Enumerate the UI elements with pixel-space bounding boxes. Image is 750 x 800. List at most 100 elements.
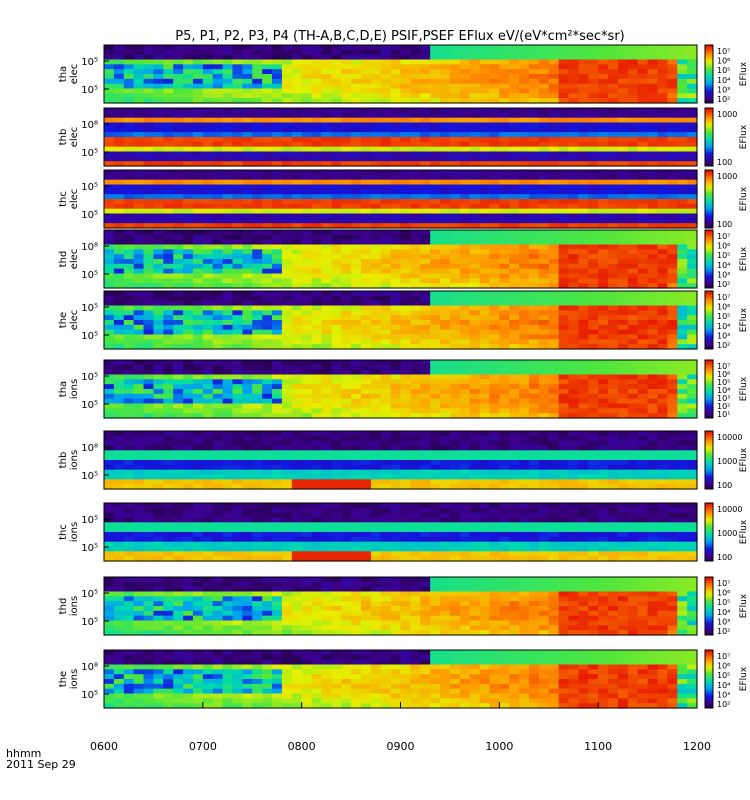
colorbar-segment <box>705 121 713 124</box>
heatmap-cell <box>420 305 431 311</box>
heatmap-cell <box>311 413 323 419</box>
heatmap-cell <box>608 455 619 461</box>
heatmap-cell <box>687 127 698 133</box>
heatmap-cell <box>568 278 579 284</box>
heatmap-cell <box>370 334 382 340</box>
colorbar-segment <box>705 410 713 413</box>
heatmap-cell <box>351 268 362 275</box>
heatmap-cell <box>153 69 164 75</box>
heatmap-cell <box>311 435 323 442</box>
heatmap-cell <box>301 213 313 219</box>
heatmap-cell <box>588 329 599 336</box>
heatmap-cell <box>647 389 659 395</box>
heatmap-cell <box>360 413 372 419</box>
heatmap-cell <box>617 283 629 289</box>
heatmap-cell <box>222 379 234 385</box>
heatmap-cell <box>390 334 402 340</box>
heatmap-cell <box>617 249 629 255</box>
heatmap-cell <box>657 435 668 442</box>
heatmap-cell <box>459 278 471 284</box>
heatmap-cell <box>420 460 431 466</box>
heatmap-cell <box>440 398 451 405</box>
colorbar-segment <box>705 140 713 144</box>
heatmap-cell <box>301 278 313 284</box>
heatmap-cell <box>588 384 599 390</box>
heatmap-cell <box>420 403 431 409</box>
heatmap-cell <box>538 389 550 395</box>
heatmap-cell <box>608 315 619 321</box>
heatmap-cell <box>370 78 382 85</box>
heatmap-cell <box>321 291 332 297</box>
heatmap-cell <box>558 83 570 90</box>
heatmap-cell <box>548 223 560 229</box>
heatmap-cell <box>311 259 323 265</box>
heatmap-cell <box>360 83 372 90</box>
heatmap-cell <box>163 69 174 75</box>
heatmap-cell <box>143 108 155 114</box>
heatmap-cell <box>301 199 313 205</box>
heatmap-cell <box>459 329 471 336</box>
heatmap-cell <box>627 374 639 380</box>
heatmap-cell <box>104 218 115 224</box>
heatmap-cell <box>687 393 698 400</box>
heatmap-cell <box>617 161 629 167</box>
heatmap-cell <box>449 78 461 85</box>
heatmap-cell <box>133 374 145 380</box>
heatmap-cell <box>558 445 570 451</box>
heatmap-cell <box>558 98 570 104</box>
heatmap-cell <box>252 239 263 246</box>
heatmap-cell <box>153 283 164 289</box>
heatmap-cell <box>311 151 323 157</box>
heatmap-cell <box>637 431 649 437</box>
heatmap-cell <box>578 141 589 148</box>
colorbar-segment <box>705 200 713 204</box>
heatmap-cell <box>647 374 659 380</box>
heatmap-cell <box>410 374 421 380</box>
heatmap-cell <box>133 45 145 51</box>
panel-species-label: elec <box>69 189 80 210</box>
heatmap-cell <box>360 408 372 414</box>
heatmap-cell <box>272 49 283 56</box>
heatmap-cell <box>252 151 263 157</box>
heatmap-cell <box>380 93 392 99</box>
heatmap-cell <box>677 93 688 99</box>
heatmap-cell <box>528 379 540 385</box>
heatmap-cell <box>687 295 698 302</box>
heatmap-cell <box>410 64 421 70</box>
heatmap-cell <box>687 239 698 246</box>
heatmap-cell <box>341 230 352 236</box>
heatmap-cell <box>242 450 253 456</box>
heatmap-cell <box>242 54 253 61</box>
heatmap-cell <box>617 122 629 128</box>
heatmap-cell <box>558 127 570 133</box>
heatmap-cell <box>123 83 135 90</box>
heatmap-cell <box>390 435 402 442</box>
heatmap-cell <box>133 69 145 75</box>
colorbar-segment <box>705 259 713 262</box>
heatmap-cell <box>143 49 155 56</box>
heatmap-cell <box>410 310 421 316</box>
heatmap-cell <box>548 431 560 437</box>
heatmap-cell <box>192 278 204 284</box>
heatmap-cell <box>608 389 619 395</box>
heatmap-cell <box>143 263 155 270</box>
heatmap-cell <box>519 83 530 90</box>
heatmap-cell <box>113 344 125 350</box>
heatmap-cell <box>489 431 500 437</box>
heatmap-cell <box>469 334 481 340</box>
heatmap-cell <box>212 320 224 326</box>
heatmap-cell <box>262 379 273 385</box>
heatmap-cell <box>667 74 678 80</box>
heatmap-cell <box>222 230 234 236</box>
heatmap-cell <box>163 320 174 326</box>
heatmap-cell <box>657 295 668 302</box>
heatmap-cell <box>479 374 491 380</box>
heatmap-cell <box>281 208 293 215</box>
colorbar-segment <box>705 314 713 317</box>
heatmap-cell <box>627 234 639 241</box>
colorbar-segment <box>705 218 713 221</box>
heatmap-cell <box>509 403 520 409</box>
heatmap-cell <box>449 234 461 241</box>
heatmap-cell <box>262 393 273 400</box>
heatmap-cell <box>499 360 510 366</box>
